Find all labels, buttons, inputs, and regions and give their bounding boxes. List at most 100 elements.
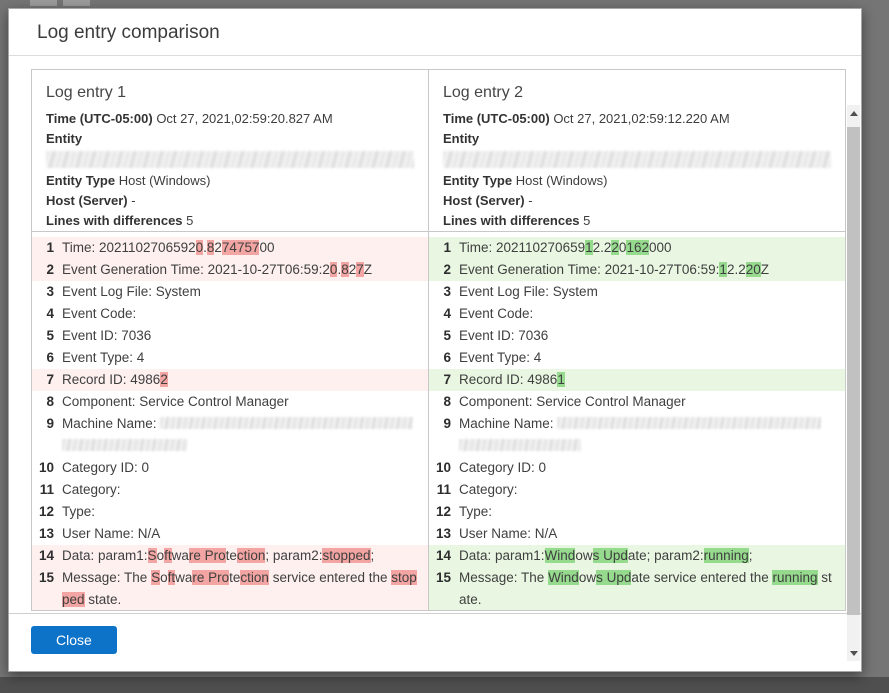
line-number: 15 bbox=[38, 570, 54, 585]
line-number: 14 bbox=[38, 548, 54, 563]
line-number: 3 bbox=[46, 284, 54, 299]
meta-value: - bbox=[131, 193, 136, 208]
diff-highlight: 74757 bbox=[221, 240, 260, 255]
diff-highlight: 0 bbox=[195, 240, 204, 255]
line-text: Component: Service Control Manager bbox=[62, 394, 289, 409]
line-text: Machine Name: bbox=[54, 413, 428, 457]
diff-highlight: S bbox=[151, 570, 161, 585]
line-number: 1 bbox=[443, 240, 451, 255]
log-line: 10 Category ID: 0 bbox=[429, 457, 845, 479]
scrollbar-thumb[interactable] bbox=[847, 127, 860, 615]
vertical-scrollbar[interactable] bbox=[847, 105, 860, 661]
close-button[interactable]: Close bbox=[31, 626, 117, 654]
line-number: 13 bbox=[435, 526, 451, 541]
meta-label: Lines with differences bbox=[46, 213, 183, 228]
background-page-artifact bbox=[63, 0, 90, 6]
log-line: 3 Event Log File: System bbox=[32, 281, 428, 303]
background-page-footer bbox=[0, 677, 889, 693]
log-line: 5 Event ID: 7036 bbox=[429, 325, 845, 347]
log-line: 7 Record ID: 49861 bbox=[429, 369, 845, 391]
meta-label: Entity Type bbox=[443, 173, 513, 188]
line-text: Event Log File: System bbox=[459, 284, 598, 299]
diff-highlight: s Upd bbox=[596, 570, 632, 585]
line-number: 2 bbox=[443, 262, 451, 277]
line-number: 12 bbox=[38, 504, 54, 519]
log-line: 12 Type: bbox=[429, 501, 845, 523]
entity-value-redacted bbox=[443, 151, 831, 168]
line-number: 7 bbox=[46, 372, 54, 387]
diff-highlight: ction bbox=[240, 570, 269, 585]
machine-name-redacted bbox=[459, 439, 581, 452]
diff-highlight: Wind bbox=[548, 570, 579, 585]
meta-label: Entity bbox=[46, 131, 83, 146]
log-entry-header: Log entry 2 Time (UTC-05:00) Oct 27, 2021… bbox=[429, 70, 845, 232]
log-line: 11 Category: bbox=[429, 479, 845, 501]
dialog-title: Log entry comparison bbox=[37, 22, 220, 43]
diff-highlight: running bbox=[703, 548, 749, 563]
line-text: Type: bbox=[62, 504, 96, 519]
log-line: 13 User Name: N/A bbox=[32, 523, 428, 545]
line-text: User Name: N/A bbox=[62, 526, 161, 541]
meta-line: Host (Server) - bbox=[443, 191, 831, 211]
line-text: User Name: N/A bbox=[459, 526, 558, 541]
log-entry-title: Log entry 2 bbox=[443, 84, 524, 101]
line-text: Event ID: 7036 bbox=[459, 328, 549, 343]
log-line: 1 Time: 20211027065920.827475700 bbox=[32, 237, 428, 259]
background-page-artifact bbox=[30, 0, 57, 6]
line-number: 15 bbox=[435, 570, 451, 585]
diff-highlight: ft bbox=[164, 548, 172, 563]
diff-highlight: 2 bbox=[160, 372, 168, 387]
line-number: 10 bbox=[435, 460, 451, 475]
log-line: 7 Record ID: 49862 bbox=[32, 369, 428, 391]
log-entry-header: Log entry 1 Time (UTC-05:00) Oct 27, 2021… bbox=[32, 70, 428, 232]
diff-highlight: 1 bbox=[719, 262, 727, 277]
log-entry-panel-1: Log entry 1 Time (UTC-05:00) Oct 27, 2021… bbox=[32, 70, 429, 610]
diff-highlight: running bbox=[772, 570, 818, 585]
meta-label: Time (UTC-05:00) bbox=[46, 111, 153, 126]
line-text: Event ID: 7036 bbox=[62, 328, 152, 343]
line-number: 11 bbox=[39, 482, 54, 497]
log-line: 4 Event Code: bbox=[32, 303, 428, 325]
meta-value: Host (Windows) bbox=[515, 173, 608, 188]
line-number: 1 bbox=[46, 240, 54, 255]
line-text: Event Type: 4 bbox=[62, 350, 145, 365]
log-lines: 1 Time: 20211027065912.220162000 2 Event Ge… bbox=[429, 232, 845, 610]
meta-line: Entity Type Host (Windows) bbox=[443, 171, 831, 191]
scroll-up-button[interactable] bbox=[847, 105, 860, 121]
scroll-down-icon bbox=[849, 651, 858, 656]
scroll-down-button[interactable] bbox=[847, 645, 860, 661]
line-number: 5 bbox=[443, 328, 451, 343]
log-line: 10 Category ID: 0 bbox=[32, 457, 428, 479]
log-line: 8 Component: Service Control Manager bbox=[429, 391, 845, 413]
line-text: Event Code: bbox=[459, 306, 534, 321]
diff-highlight: 7 bbox=[356, 262, 364, 277]
line-text: Type: bbox=[459, 504, 493, 519]
line-text: Component: Service Control Manager bbox=[459, 394, 686, 409]
line-text: Event Type: 4 bbox=[459, 350, 542, 365]
line-text: Event Generation Time: 2021-10-27T06:59:… bbox=[62, 262, 372, 277]
log-line: 9 Machine Name: bbox=[32, 413, 428, 457]
diff-highlight: 0 bbox=[329, 262, 338, 277]
machine-name-redacted bbox=[557, 417, 822, 430]
log-line: 8 Component: Service Control Manager bbox=[32, 391, 428, 413]
line-text: Event Code: bbox=[62, 306, 137, 321]
dialog-content: Log entry 1 Time (UTC-05:00) Oct 27, 2021… bbox=[9, 57, 861, 661]
log-line: 12 Type: bbox=[32, 501, 428, 523]
log-line: 3 Event Log File: System bbox=[429, 281, 845, 303]
meta-label: Time (UTC-05:00) bbox=[443, 111, 550, 126]
machine-name-redacted bbox=[160, 417, 414, 430]
line-text: Category ID: 0 bbox=[459, 460, 547, 475]
log-line: 6 Event Type: 4 bbox=[429, 347, 845, 369]
meta-label: Lines with differences bbox=[443, 213, 580, 228]
meta-line: Entity bbox=[46, 129, 414, 149]
entity-value-redacted bbox=[46, 151, 414, 168]
line-number: 2 bbox=[46, 262, 54, 277]
log-entry-title: Log entry 1 bbox=[46, 84, 127, 101]
diff-highlight: s Upd bbox=[592, 548, 628, 563]
line-number: 4 bbox=[46, 306, 54, 321]
line-text: Time: 20211027065912.220162000 bbox=[459, 240, 672, 255]
meta-line: Lines with differences 5 bbox=[443, 211, 831, 231]
line-text: Message: The Windows Update service ente… bbox=[459, 570, 832, 607]
meta-line: Time (UTC-05:00) Oct 27, 2021,02:59:12.2… bbox=[443, 109, 831, 129]
